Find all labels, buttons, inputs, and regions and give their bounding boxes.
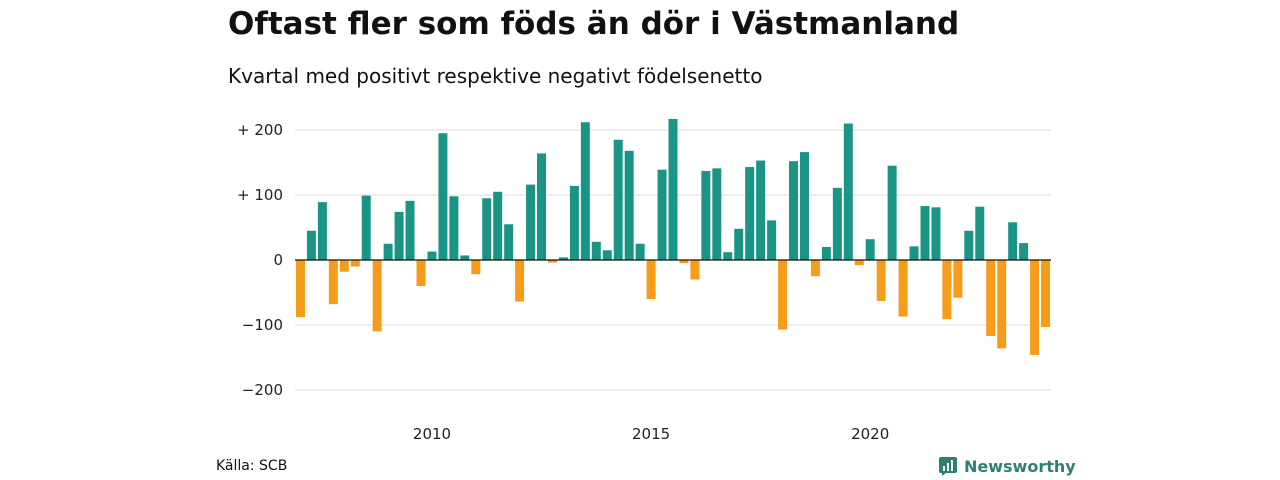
bars xyxy=(295,118,1051,355)
bar xyxy=(416,260,426,286)
x-tick-label: 2010 xyxy=(413,425,451,443)
bar xyxy=(701,170,711,260)
bar xyxy=(942,260,952,320)
bar xyxy=(657,169,667,260)
bar xyxy=(964,230,974,260)
bar xyxy=(679,260,689,264)
bar xyxy=(690,260,700,280)
y-tick-label: + 100 xyxy=(237,186,283,204)
bar xyxy=(920,206,930,260)
y-tick-label: + 200 xyxy=(237,121,283,139)
bar xyxy=(515,260,525,302)
bar xyxy=(1030,260,1040,355)
bar xyxy=(361,195,371,260)
bar xyxy=(975,206,985,260)
bar xyxy=(712,168,722,260)
brand-logo: Newsworthy xyxy=(938,456,1076,476)
bar xyxy=(635,243,645,260)
bar xyxy=(723,252,733,260)
bar xyxy=(865,239,875,260)
bar xyxy=(547,260,557,263)
bar xyxy=(317,202,327,260)
bar xyxy=(295,260,305,318)
bar xyxy=(767,220,777,260)
x-tick-label: 2015 xyxy=(632,425,670,443)
bar xyxy=(383,243,393,260)
bar xyxy=(799,152,809,260)
axes: + 200 + 100 0 −100 −200 2010 2015 2020 xyxy=(237,121,1051,443)
bar xyxy=(953,260,963,298)
bar xyxy=(591,241,601,260)
x-tick-label: 2020 xyxy=(851,425,889,443)
bar xyxy=(602,250,612,260)
bar xyxy=(350,260,360,267)
bar xyxy=(624,150,634,260)
bar xyxy=(745,167,755,260)
bar xyxy=(931,207,941,260)
bar xyxy=(876,260,886,301)
bar xyxy=(372,260,382,332)
bar xyxy=(646,260,656,299)
y-tick-label: −200 xyxy=(242,381,283,399)
bar xyxy=(526,184,536,260)
bar xyxy=(1008,222,1018,260)
brand-name: Newsworthy xyxy=(964,456,1076,476)
bar xyxy=(504,224,514,260)
bar xyxy=(756,160,766,260)
chart-title: Oftast fler som föds än dör i Västmanlan… xyxy=(228,6,960,42)
bar xyxy=(405,200,415,260)
bar xyxy=(427,251,437,260)
bar xyxy=(789,161,799,260)
bar xyxy=(734,228,744,260)
bar xyxy=(482,198,492,260)
bar xyxy=(493,191,503,260)
bar xyxy=(854,260,864,266)
bar xyxy=(580,122,590,260)
bar xyxy=(569,185,579,260)
bar xyxy=(832,187,842,260)
bar xyxy=(997,260,1007,349)
bar xyxy=(1041,260,1051,327)
newsworthy-logo-icon xyxy=(939,457,957,476)
bar xyxy=(471,260,481,275)
chart-subtitle: Kvartal med positivt respektive negativt… xyxy=(228,64,763,88)
bar xyxy=(898,260,908,317)
bar xyxy=(339,260,349,272)
bar xyxy=(843,123,853,260)
bar xyxy=(613,139,623,260)
source-note: Källa: SCB xyxy=(216,458,288,474)
bar xyxy=(394,211,404,260)
bar xyxy=(328,260,338,305)
bar xyxy=(460,255,470,260)
bar xyxy=(810,260,820,277)
bar xyxy=(778,260,788,330)
bar xyxy=(1019,243,1029,260)
bar xyxy=(558,257,568,260)
bar xyxy=(449,196,459,260)
bar xyxy=(909,246,919,260)
bar xyxy=(438,133,448,260)
bar xyxy=(306,230,316,260)
bar xyxy=(668,118,678,260)
bar xyxy=(537,153,547,260)
bar xyxy=(986,260,996,337)
bar xyxy=(887,165,897,260)
bar xyxy=(821,247,831,260)
y-tick-label: −100 xyxy=(242,316,283,334)
y-tick-label: 0 xyxy=(273,251,283,269)
